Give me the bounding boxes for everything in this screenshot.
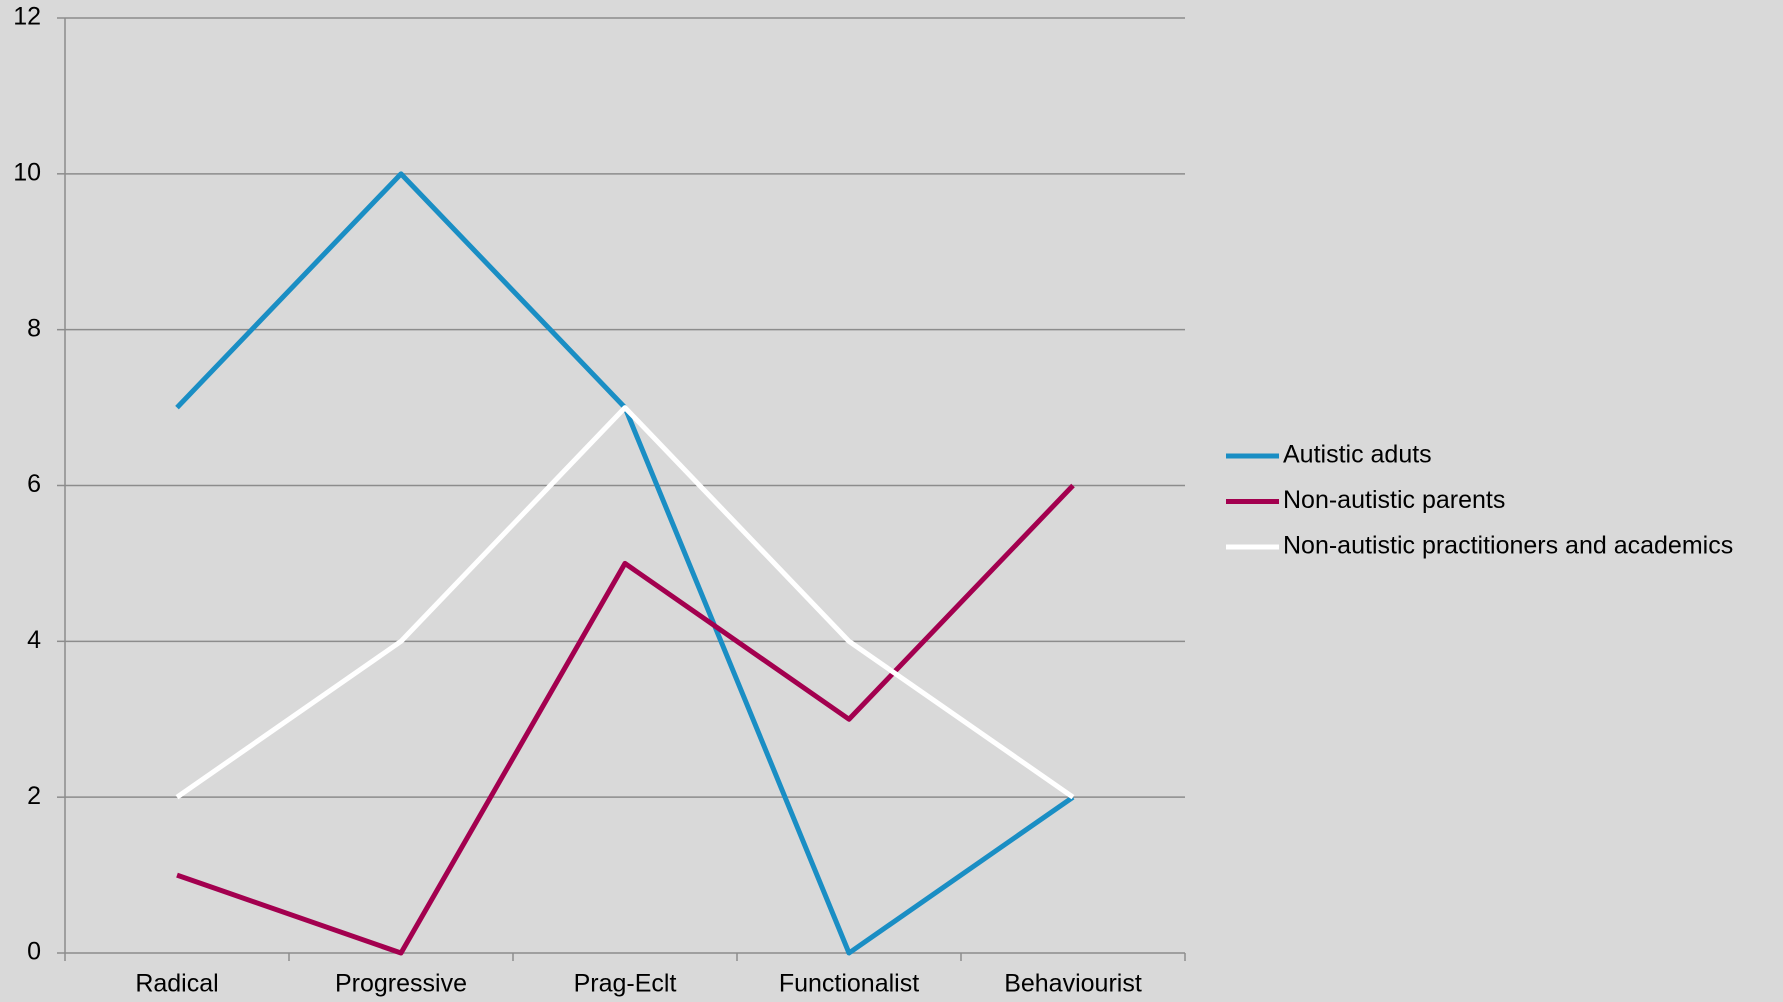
x-tick-label: Radical (135, 970, 218, 998)
y-tick-label: 10 (13, 158, 41, 186)
y-tick-label: 8 (27, 314, 41, 342)
series-line (175, 405, 1075, 800)
y-tick-label: 12 (13, 3, 41, 31)
x-tick-label: Progressive (335, 970, 467, 998)
x-tick-label: Behaviourist (1004, 970, 1142, 998)
x-tick-label: Functionalist (779, 970, 919, 998)
y-tick-label: 6 (27, 470, 41, 498)
x-tick-label: Prag-Eclt (574, 970, 677, 998)
legend-label: Non-autistic parents (1283, 486, 1505, 514)
y-tick-label: 2 (27, 782, 41, 810)
y-tick-label: 0 (27, 938, 41, 966)
series-line (176, 483, 1075, 956)
legend-label: Non-autistic practitioners and academics (1283, 532, 1733, 560)
y-tick-label: 4 (27, 626, 41, 654)
legend-label: Autistic aduts (1283, 441, 1432, 469)
